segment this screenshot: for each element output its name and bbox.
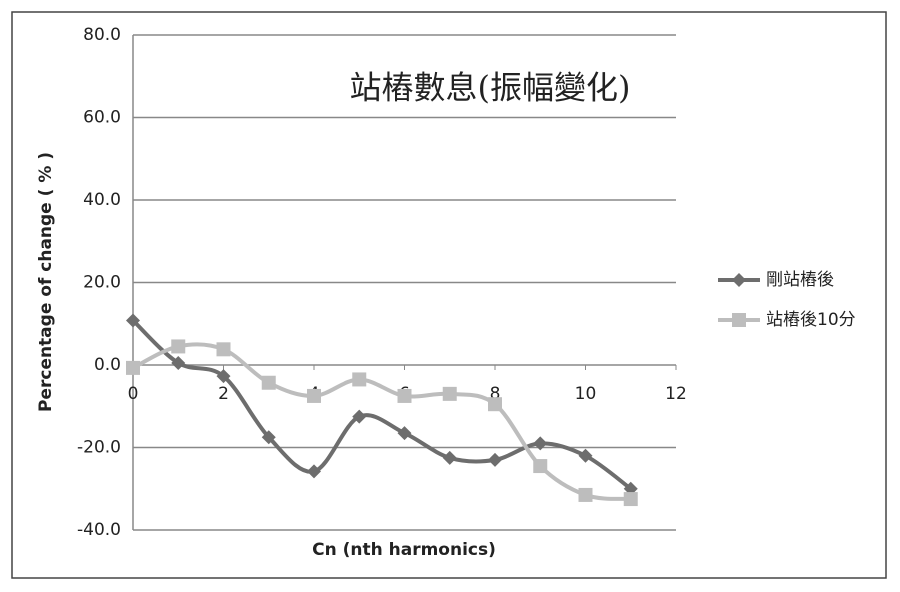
- marker: [352, 409, 367, 424]
- marker: [261, 430, 276, 445]
- x-tick-label: 2: [218, 384, 229, 404]
- y-tick-label: 20.0: [83, 273, 121, 293]
- marker: [261, 375, 276, 390]
- y-tick-label: 80.0: [83, 25, 121, 45]
- y-tick-label: 0.0: [94, 355, 121, 375]
- marker: [397, 388, 412, 403]
- chart-border: [11, 11, 887, 579]
- marker: [442, 450, 457, 465]
- marker: [533, 436, 548, 451]
- marker: [442, 386, 457, 401]
- marker: [171, 339, 186, 354]
- x-tick-label: 10: [575, 384, 597, 404]
- marker: [307, 388, 321, 403]
- x-tick-label: 8: [490, 384, 501, 404]
- marker: [126, 360, 140, 375]
- y-tick-label: -40.0: [77, 520, 121, 540]
- chart-title: 站樁數息(振幅變化): [350, 69, 631, 107]
- marker: [216, 342, 231, 357]
- marker: [623, 492, 638, 507]
- marker: [488, 452, 502, 467]
- marker: [578, 487, 593, 502]
- y-axis-title: Percentage of change ( % ): [36, 152, 56, 412]
- y-tick-label: 60.0: [83, 108, 121, 128]
- marker: [732, 273, 746, 287]
- marker: [307, 464, 321, 479]
- y-tick-label: 40.0: [83, 190, 121, 210]
- marker: [397, 426, 412, 441]
- y-tick-label: -20.0: [77, 438, 121, 458]
- marker: [533, 459, 548, 474]
- marker: [352, 372, 367, 387]
- marker: [578, 448, 593, 463]
- x-tick-label: 0: [128, 384, 139, 404]
- marker: [171, 355, 186, 370]
- legend-label: 剛站樁後: [766, 270, 834, 290]
- x-tick-label: 12: [665, 384, 687, 404]
- legend-label: 站樁後10分: [766, 310, 856, 330]
- marker: [216, 369, 231, 384]
- x-axis-title: Cn (nth harmonics): [312, 540, 496, 560]
- marker: [126, 313, 140, 328]
- marker: [488, 397, 502, 412]
- marker: [732, 313, 746, 327]
